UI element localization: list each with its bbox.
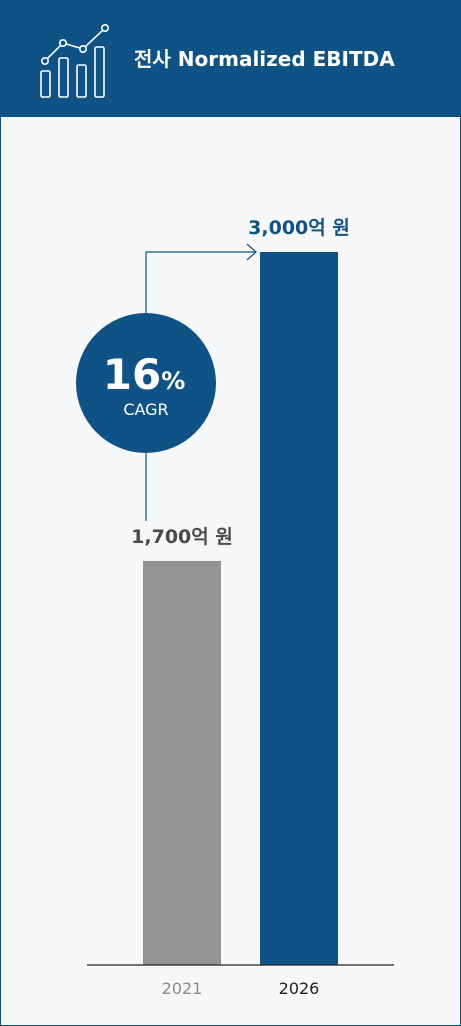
bar-2026 bbox=[260, 252, 338, 965]
cagr-label: CAGR bbox=[123, 400, 168, 419]
cagr-annotation: 16% CAGR bbox=[76, 243, 257, 521]
bar-2021 bbox=[143, 560, 221, 965]
bars: 1,700억 원 2021 3,000억 원 2026 bbox=[131, 217, 350, 998]
x-tick-label-2026: 2026 bbox=[279, 979, 320, 998]
x-tick-label-2021: 2021 bbox=[162, 979, 203, 998]
cagr-badge bbox=[76, 313, 216, 453]
cagr-connector-upper bbox=[145, 251, 256, 326]
chart-header: 전사 Normalized EBITDA bbox=[1, 1, 460, 117]
chart-title: 전사 Normalized EBITDA bbox=[134, 47, 395, 71]
cagr-arrowhead bbox=[246, 243, 257, 261]
cagr-value: 16% bbox=[103, 350, 186, 399]
bar-chart-trend-icon bbox=[40, 23, 110, 98]
bar-value-label-2026: 3,000억 원 bbox=[248, 217, 350, 239]
bar-value-label-2021: 1,700억 원 bbox=[131, 526, 233, 548]
